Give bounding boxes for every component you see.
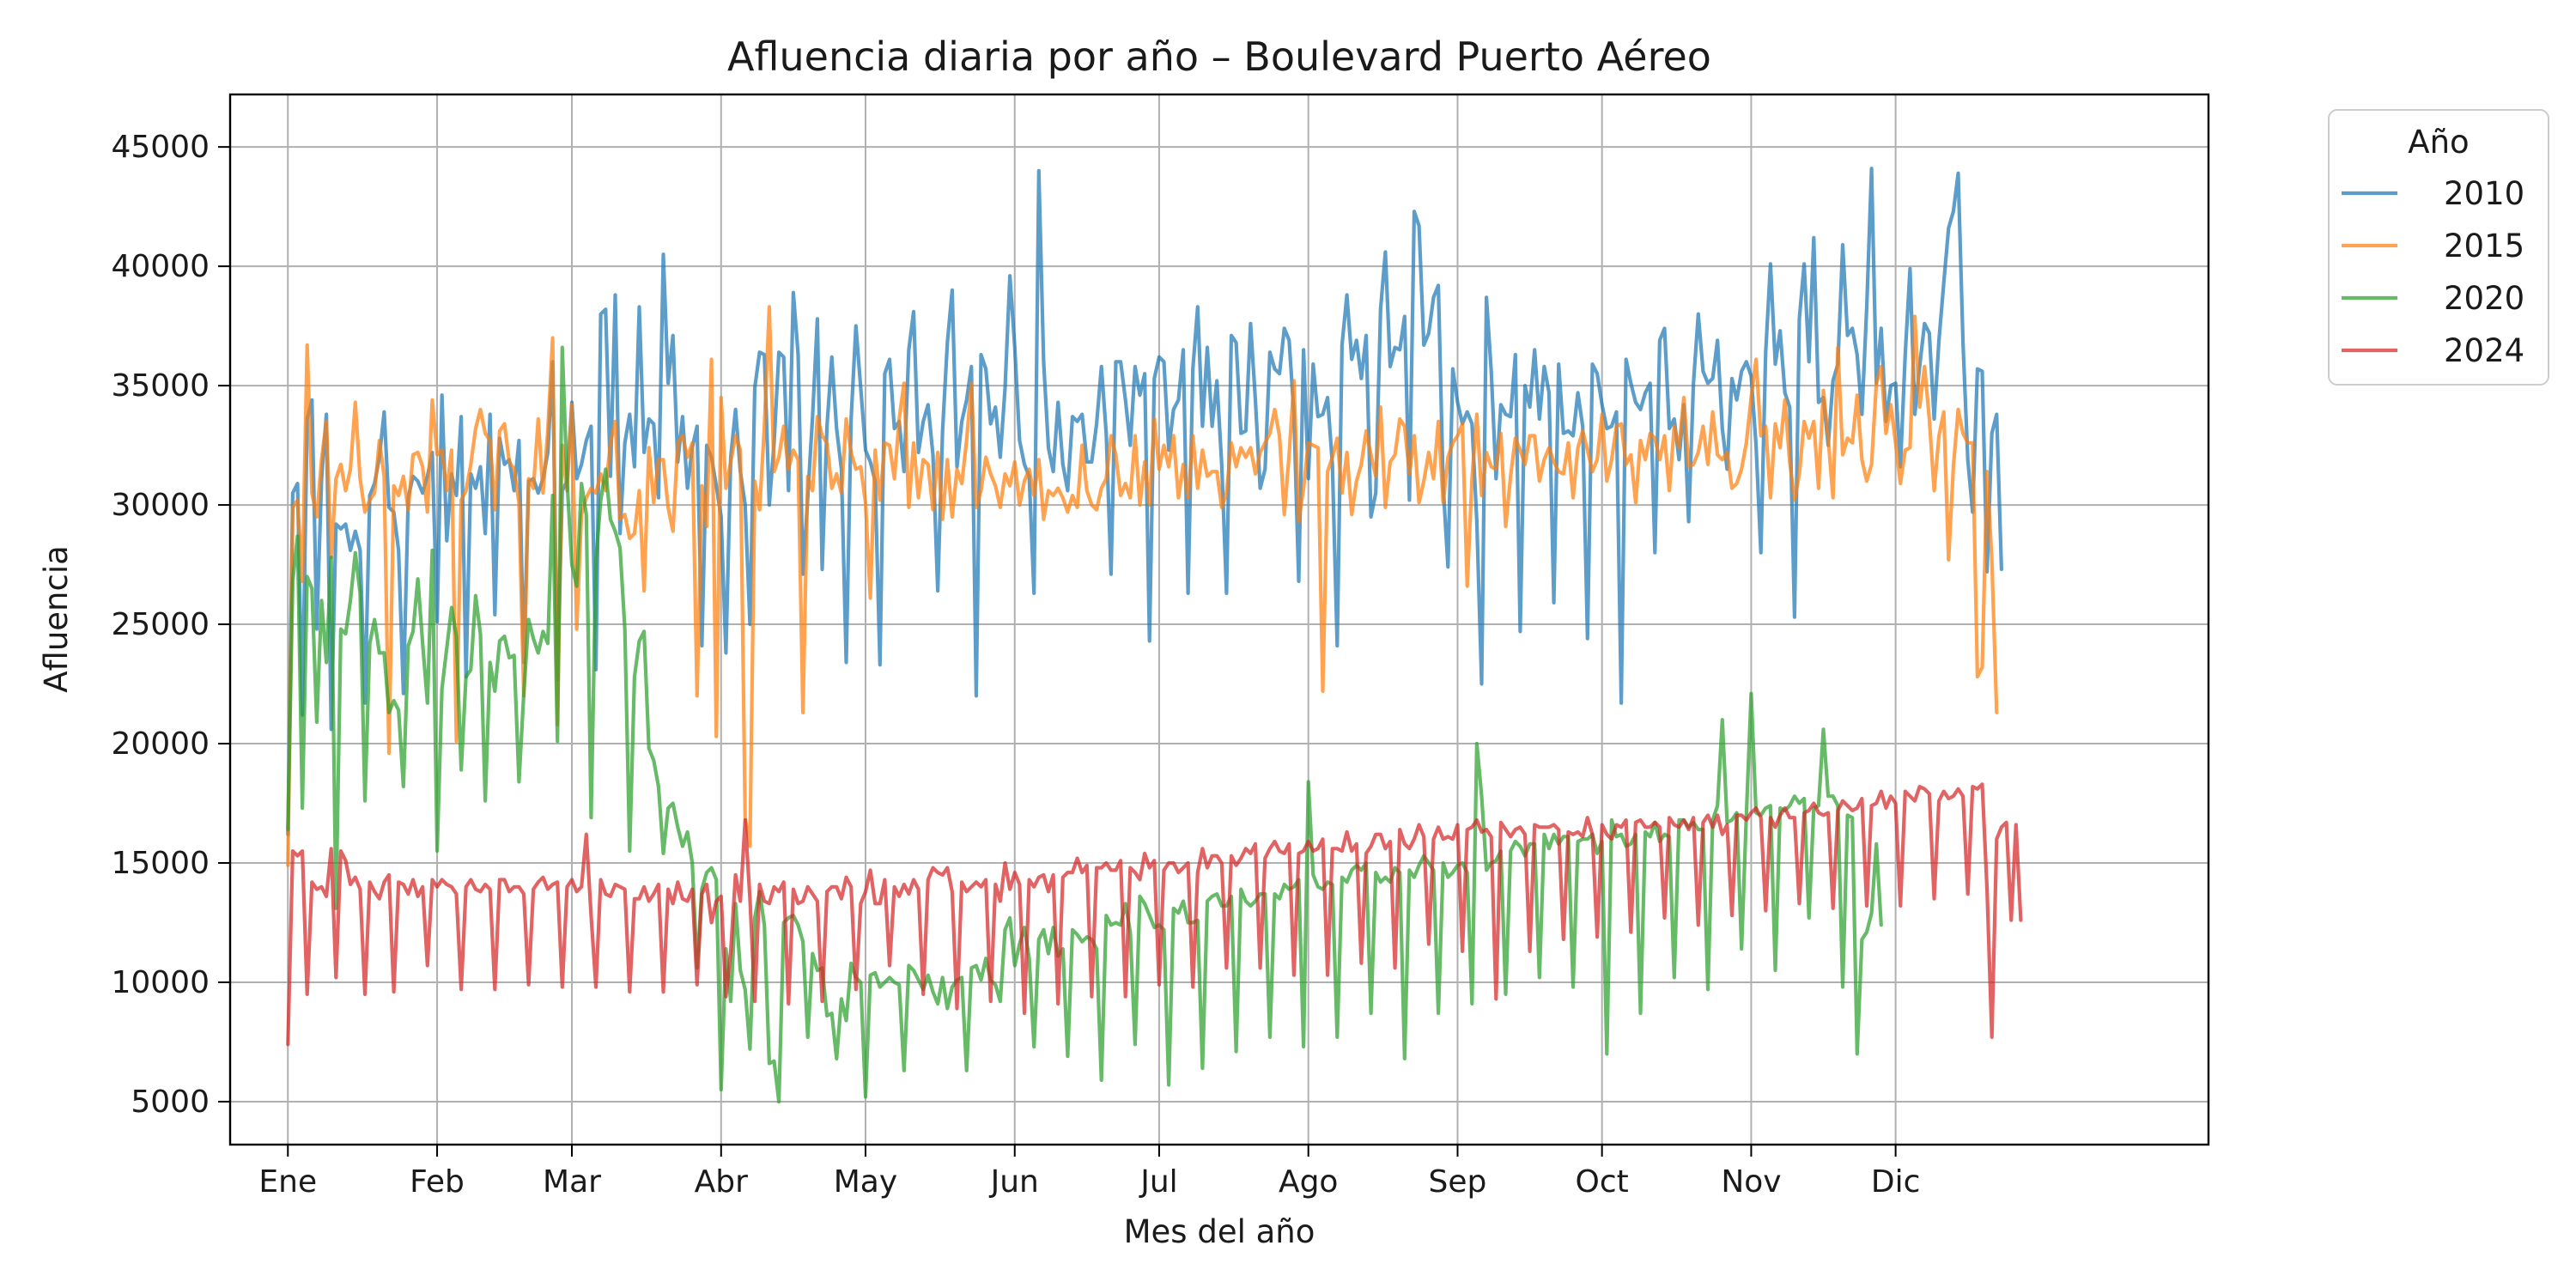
x-tick-label: Dic [1871,1164,1921,1200]
series-line-2020 [286,345,1883,1104]
x-tick-label: Abr [695,1164,748,1200]
x-tick-label: Nov [1721,1164,1781,1200]
x-tick-label: Ene [258,1164,317,1200]
chart-title: Afluencia diaria por año – Boulevard Pue… [727,33,1711,80]
y-tick-label: 20000 [111,726,210,762]
legend-label-2024: 2024 [2444,332,2524,369]
x-axis-label: Mes del año [1124,1213,1315,1250]
legend-label-2010: 2010 [2444,175,2524,212]
x-tick-label: May [834,1164,897,1200]
series-line-2024 [286,782,2023,1047]
legend-label-2020: 2020 [2444,280,2524,317]
legend: Año 2010 2015 2020 2024 [2328,109,2549,386]
x-axis: Ene Feb Mar Abr May Jun Jul Ago Sep Oct Nov Dic [258,1145,1920,1200]
legend-items: 2010 2015 2020 2024 [2342,175,2524,369]
x-tick-label: Oct [1576,1164,1629,1200]
x-tick-label: Sep [1429,1164,1487,1200]
legend-frame [2328,109,2549,386]
series-group [286,167,2023,1104]
y-tick-label: 15000 [111,846,210,881]
y-tick-label: 30000 [111,488,210,523]
y-tick-label: 25000 [111,607,210,642]
legend-label-2015: 2015 [2444,228,2524,264]
legend-title: Año [2408,124,2469,161]
x-tick-label: Jul [1139,1164,1177,1200]
y-tick-label: 5000 [131,1084,210,1120]
y-tick-label: 45000 [111,130,210,165]
x-tick-label: Mar [543,1164,601,1200]
series-line-2015 [286,305,1999,867]
plot-frame [228,93,2210,1146]
x-tick-label: Jun [989,1164,1039,1200]
x-tick-label: Ago [1279,1164,1339,1200]
y-tick-label: 40000 [111,249,210,284]
y-axis: 5000 10000 15000 20000 25000 30000 35000 40000 4… [111,130,230,1120]
x-tick-label: Feb [410,1164,465,1200]
y-tick-label: 35000 [111,368,210,404]
y-axis-label: Afluencia [38,545,75,693]
y-tick-label: 10000 [111,965,210,1000]
